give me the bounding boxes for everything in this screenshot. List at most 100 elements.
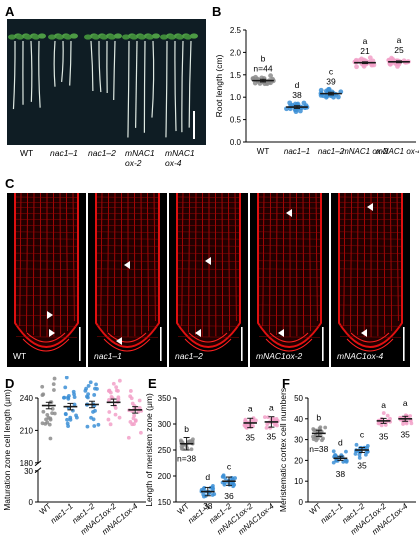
cell-file bbox=[72, 193, 75, 322]
x-tick-label: mNAC1 ox-4 bbox=[376, 147, 419, 156]
y-axis-label: Length of meristem zone (μm) bbox=[144, 393, 154, 507]
data-point bbox=[107, 410, 112, 414]
data-point bbox=[41, 409, 46, 414]
seedling-leaf bbox=[190, 33, 198, 39]
cell-wall bbox=[177, 238, 240, 240]
scale-bar bbox=[322, 327, 324, 361]
data-point bbox=[68, 415, 73, 420]
data-point bbox=[114, 385, 119, 390]
data-point bbox=[367, 55, 373, 61]
seedling-root bbox=[165, 40, 168, 138]
data-point bbox=[93, 386, 97, 391]
data-point bbox=[379, 423, 384, 428]
cell-wall bbox=[177, 285, 240, 287]
arrowhead-marker bbox=[49, 329, 55, 337]
data-point bbox=[179, 438, 183, 443]
cell-file bbox=[19, 193, 22, 327]
cell-wall bbox=[15, 285, 78, 287]
data-point bbox=[383, 423, 388, 427]
data-point bbox=[63, 412, 68, 417]
cell-wall bbox=[15, 325, 78, 327]
arrowhead-marker bbox=[205, 257, 211, 265]
cell-wall bbox=[96, 225, 159, 227]
seedling-leaf bbox=[16, 34, 24, 40]
cell-wall bbox=[177, 268, 240, 270]
cell-wall bbox=[339, 268, 402, 270]
x-tick-label: mNAC1 ox-2 bbox=[342, 147, 388, 156]
seedling-root bbox=[12, 40, 16, 110]
data-point bbox=[220, 474, 225, 479]
cell-wall bbox=[177, 225, 240, 227]
seedling-root bbox=[98, 40, 102, 93]
data-point bbox=[321, 436, 325, 441]
data-point bbox=[128, 389, 133, 393]
arrowhead-marker bbox=[278, 329, 284, 337]
cell-wall bbox=[15, 213, 78, 215]
arrowhead-marker bbox=[116, 337, 122, 345]
cell-file bbox=[26, 193, 28, 333]
seedling-leaf bbox=[108, 34, 116, 40]
cell-wall bbox=[15, 238, 78, 240]
arrowhead-marker bbox=[195, 329, 201, 337]
data-point bbox=[262, 415, 267, 420]
data-point bbox=[129, 396, 134, 401]
seedling-root bbox=[69, 40, 72, 86]
cell-wall bbox=[339, 285, 402, 287]
data-point bbox=[138, 430, 143, 435]
seedling-root bbox=[188, 40, 192, 128]
data-point bbox=[254, 418, 258, 423]
seedling-leaf bbox=[84, 34, 92, 40]
sample-size: 38 bbox=[292, 90, 302, 100]
seedling-leaf bbox=[8, 34, 16, 40]
cell-wall bbox=[339, 213, 402, 215]
cell-wall bbox=[96, 207, 159, 209]
y-tick-label: 50 bbox=[294, 394, 303, 403]
cell-wall bbox=[177, 295, 240, 297]
root-cap bbox=[265, 338, 313, 352]
data-point bbox=[66, 424, 70, 429]
significance-letter: a bbox=[381, 400, 386, 410]
root-cap bbox=[350, 332, 390, 343]
data-point bbox=[212, 492, 217, 497]
cell-file bbox=[228, 193, 230, 332]
seedling-leaf bbox=[152, 33, 160, 39]
cell-wall bbox=[96, 314, 159, 316]
scale-bar bbox=[193, 111, 195, 139]
arrowhead-marker bbox=[361, 329, 367, 337]
cell-wall bbox=[96, 201, 159, 203]
cell-file bbox=[302, 193, 305, 335]
x-tick-label: WT bbox=[257, 147, 270, 156]
confocal-label: mNAC1ox-4 bbox=[337, 351, 384, 361]
cell-file bbox=[59, 193, 62, 335]
cell-wall bbox=[96, 304, 159, 306]
cell-wall bbox=[15, 268, 78, 270]
cell-wall bbox=[96, 277, 159, 279]
sample-size: 35 bbox=[379, 432, 389, 442]
cell-wall bbox=[177, 218, 240, 220]
y-tick-label: 200 bbox=[158, 472, 172, 481]
cell-file bbox=[357, 193, 359, 336]
scale-bar bbox=[79, 327, 81, 361]
sample-size: 35 bbox=[267, 432, 277, 442]
cell-wall bbox=[258, 225, 321, 227]
cell-file bbox=[188, 193, 190, 333]
data-point bbox=[50, 406, 55, 411]
data-point bbox=[253, 74, 258, 80]
confocal-drawing bbox=[95, 193, 162, 361]
x-tick-label: nac1–2 bbox=[318, 147, 345, 156]
data-point bbox=[210, 485, 215, 490]
cell-wall bbox=[258, 218, 321, 220]
data-point bbox=[275, 423, 279, 428]
cell-wall bbox=[15, 231, 78, 233]
confocal-image: mNAC1ox-4 bbox=[331, 193, 410, 367]
cell-file bbox=[66, 193, 68, 332]
x-tick-label: nac1–1 bbox=[186, 502, 212, 526]
cell-wall bbox=[15, 304, 78, 306]
y-tick-label: 180 bbox=[20, 459, 34, 468]
data-point bbox=[85, 424, 90, 429]
cell-file bbox=[390, 193, 392, 332]
chart-meristem-length: 150 200 250 300 350 Length of meristem zone (… bbox=[144, 393, 282, 537]
cell-wall bbox=[339, 252, 402, 254]
cell-wall bbox=[177, 325, 240, 327]
seedling-root bbox=[135, 40, 138, 128]
